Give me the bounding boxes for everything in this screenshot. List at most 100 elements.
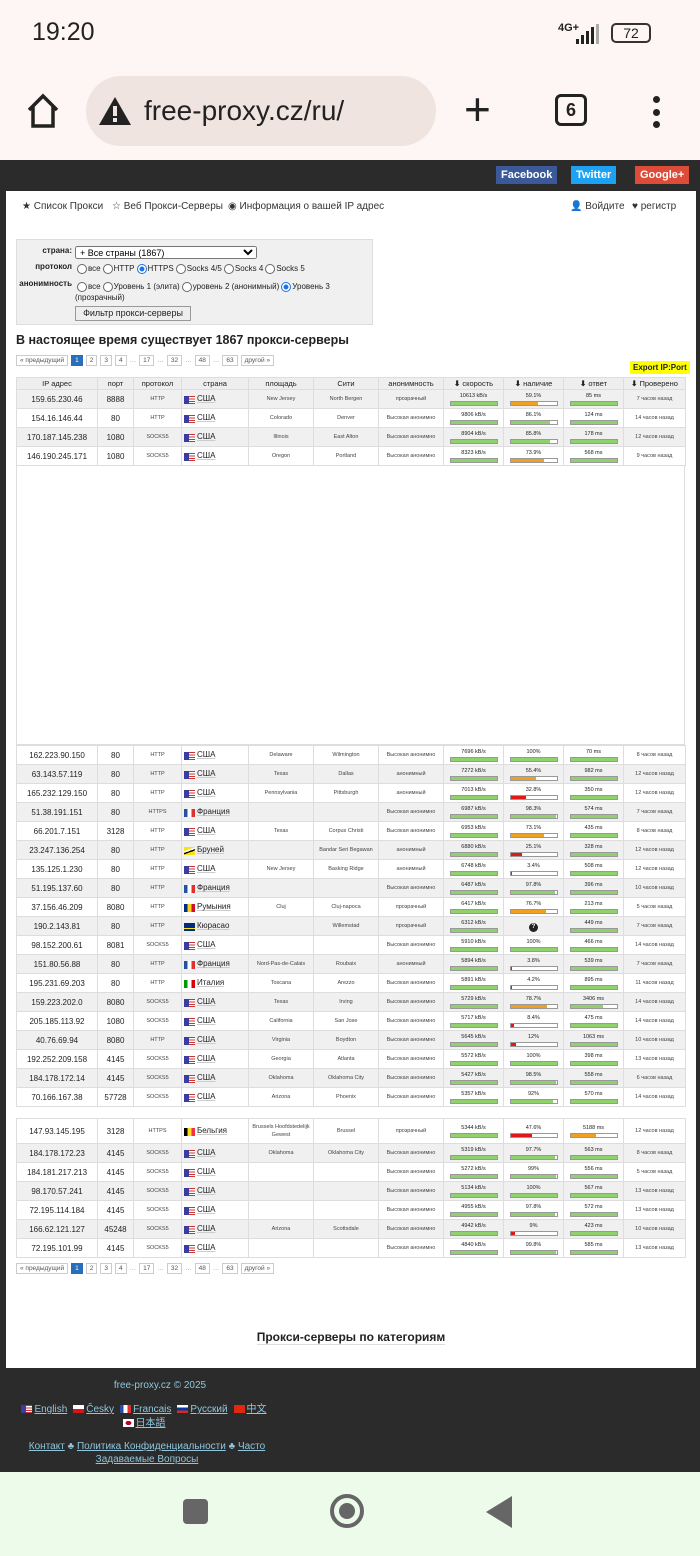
country[interactable]: США [181, 821, 249, 841]
country[interactable]: США [181, 1238, 249, 1258]
ip-address[interactable]: 40.76.69.94 [16, 1030, 98, 1050]
country-name[interactable]: США [197, 788, 216, 798]
ip-address[interactable]: 166.62.121.127 [16, 1219, 98, 1239]
country[interactable]: США [181, 1068, 249, 1088]
page-link[interactable]: 17 [139, 1263, 155, 1274]
country[interactable]: США [181, 764, 249, 784]
country-name[interactable]: США [197, 1073, 216, 1083]
country-name[interactable]: США [197, 1224, 216, 1234]
ip-address[interactable]: 159.65.230.46 [16, 389, 98, 409]
ip-address[interactable]: 184.178.172.23 [16, 1143, 98, 1163]
country[interactable]: Франция [181, 954, 249, 974]
anonymity-radio[interactable]: Уровень 1 (элита) [101, 281, 180, 292]
ip-address[interactable]: 51.195.137.60 [16, 878, 98, 898]
protocol-radio[interactable]: Socks 5 [263, 264, 305, 274]
radio-icon[interactable] [136, 264, 147, 274]
footer-link[interactable]: Политика Конфиденциальности [76, 1441, 226, 1452]
country-name[interactable]: Италия [197, 978, 225, 988]
country-name[interactable]: США [197, 940, 216, 950]
country-name[interactable]: Франция [197, 959, 230, 969]
new-tab-button[interactable]: + [464, 83, 491, 135]
ip-address[interactable]: 147.93.145.195 [16, 1118, 98, 1144]
page-link[interactable]: 32 [166, 1263, 183, 1274]
country-name[interactable]: США [197, 997, 216, 1007]
language-link[interactable]: 日本語 [122, 1418, 166, 1429]
country-name[interactable]: Бельгия [197, 1126, 227, 1136]
ip-address[interactable]: 195.231.69.203 [16, 973, 98, 993]
country[interactable]: США [181, 446, 249, 466]
country[interactable]: США [181, 427, 249, 447]
menu-icon[interactable] [650, 96, 662, 128]
tab-switcher-button[interactable]: 6 [555, 94, 587, 126]
ip-address[interactable]: 37.156.46.209 [16, 897, 98, 917]
country-name[interactable]: Румыния [197, 902, 231, 912]
page-link[interactable]: 17 [139, 355, 155, 366]
country[interactable]: Кюрасао [181, 916, 249, 936]
anonymity-radio[interactable]: Уровень 3 (прозрачный) [75, 281, 330, 302]
ip-address[interactable]: 170.187.145.238 [16, 427, 98, 447]
ip-address[interactable]: 184.181.217.213 [16, 1162, 98, 1182]
country-name[interactable]: США [197, 826, 216, 836]
twitter-button[interactable]: Twitter [571, 166, 617, 184]
country-name[interactable]: США [197, 1243, 216, 1253]
nav-ip-info[interactable]: ◉ Информация о вашей IP адрес [228, 201, 385, 212]
radio-icon[interactable] [77, 281, 87, 292]
country[interactable]: Бруней [181, 840, 249, 860]
page-link[interactable]: 1 [71, 355, 83, 366]
radio-icon[interactable] [181, 281, 192, 292]
radio-icon[interactable] [281, 281, 292, 292]
radio-icon[interactable] [77, 264, 87, 274]
ip-address[interactable]: 72.195.114.184 [16, 1200, 98, 1220]
ip-address[interactable]: 72.195.101.99 [16, 1238, 98, 1258]
country-name[interactable]: США [197, 451, 216, 461]
back-button[interactable] [486, 1496, 512, 1528]
country[interactable]: США [181, 1011, 249, 1031]
language-label[interactable]: English [34, 1404, 68, 1415]
language-link[interactable]: English [21, 1404, 67, 1415]
country[interactable]: США [181, 745, 249, 765]
ip-address[interactable]: 63.143.57.119 [16, 764, 98, 784]
ip-address[interactable]: 190.2.143.81 [16, 916, 98, 936]
language-link[interactable]: Francais [120, 1404, 171, 1415]
language-link[interactable]: Русский [177, 1404, 228, 1415]
country[interactable]: США [181, 1030, 249, 1050]
column-header[interactable]: ⬇ Проверено [623, 377, 686, 390]
ip-address[interactable]: 205.185.113.92 [16, 1011, 98, 1031]
google-plus-button[interactable]: Google+ [635, 166, 690, 184]
radio-icon[interactable] [102, 264, 113, 274]
warning-icon[interactable] [98, 96, 132, 126]
country[interactable]: США [181, 1143, 249, 1163]
page-link[interactable]: 4 [115, 1263, 127, 1274]
next-page[interactable]: другой » [240, 355, 275, 366]
country-name[interactable]: США [197, 432, 216, 442]
ip-address[interactable]: 154.16.146.44 [16, 408, 98, 428]
language-label[interactable]: Česky [86, 1404, 115, 1415]
page-link[interactable]: 48 [194, 1263, 210, 1274]
country[interactable]: Франция [181, 802, 249, 822]
page-link[interactable]: 2 [85, 355, 98, 366]
country[interactable]: США [181, 1087, 249, 1107]
country[interactable]: США [181, 859, 249, 879]
country-name[interactable]: США [197, 1148, 216, 1158]
country-name[interactable]: Кюрасао [197, 921, 230, 931]
country-name[interactable]: США [197, 1167, 216, 1177]
country[interactable]: США [181, 783, 249, 803]
country-name[interactable]: США [197, 1035, 216, 1045]
ip-address[interactable]: 184.178.172.14 [16, 1068, 98, 1088]
ip-address[interactable]: 165.232.129.150 [16, 783, 98, 803]
country[interactable]: США [181, 1162, 249, 1182]
page-link[interactable]: 3 [100, 1263, 113, 1274]
ip-address[interactable]: 98.152.200.61 [16, 935, 98, 955]
country-name[interactable]: Франция [197, 807, 230, 817]
protocol-radio[interactable]: все [75, 264, 101, 274]
country-name[interactable]: США [197, 1054, 216, 1064]
column-header[interactable]: ⬇ наличие [503, 377, 564, 390]
language-link[interactable]: Česky [73, 1404, 114, 1415]
language-label[interactable]: 中文 [246, 1404, 267, 1415]
country-name[interactable]: США [197, 1092, 216, 1102]
country[interactable]: США [181, 1219, 249, 1239]
country[interactable]: США [181, 389, 249, 409]
country-name[interactable]: США [197, 1205, 216, 1215]
country-name[interactable]: США [197, 1016, 216, 1026]
ip-address[interactable]: 192.252.209.158 [16, 1049, 98, 1069]
